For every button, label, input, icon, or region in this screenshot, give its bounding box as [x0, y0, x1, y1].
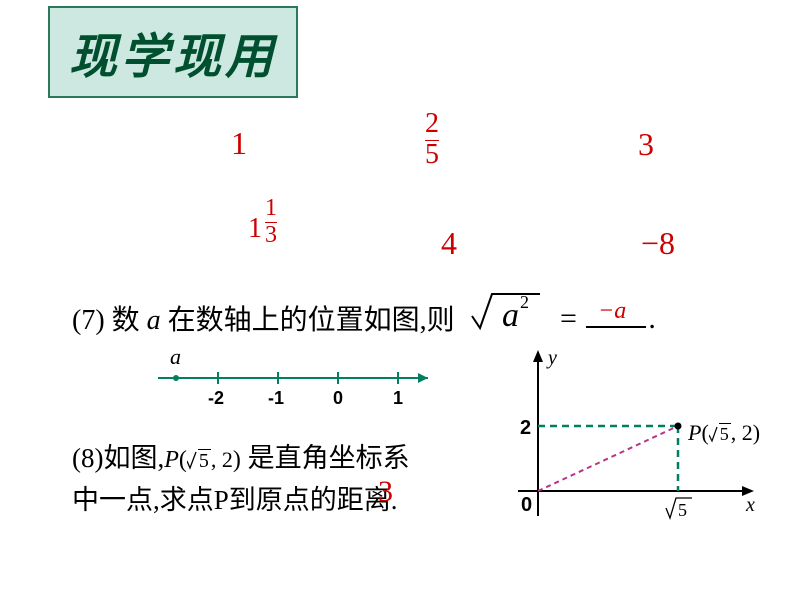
radicand-base: a: [502, 297, 519, 334]
answer-6: −8: [641, 225, 675, 262]
q8-sqrt5: 5: [187, 446, 211, 477]
radical-icon: [187, 450, 197, 470]
answer-4-num: 1: [265, 196, 277, 221]
eq-sign: =: [560, 302, 577, 335]
y-arrow: [533, 350, 543, 362]
q8-line2: 中一点,求点P到原点的距离.: [72, 485, 398, 515]
answer-4-frac: 1 3: [265, 196, 277, 248]
answer-4-den: 3: [265, 223, 277, 248]
p-rad: 5: [719, 423, 731, 444]
p-letter: P: [688, 420, 701, 445]
p-close: ): [753, 420, 760, 445]
q7-prefix: (7) 数: [72, 305, 147, 336]
answer-7: −a: [598, 298, 626, 325]
answer-2: 2 5: [425, 110, 439, 169]
answer-4-whole: 1: [248, 213, 262, 245]
numline-a-label: a: [170, 346, 181, 369]
blank-underline: [586, 326, 646, 328]
q7-var: a: [147, 305, 161, 336]
coord-svg: y x 0 2 5: [498, 346, 778, 566]
tick-label: 1: [393, 388, 403, 408]
question-8: (8)如图,P(5, 2) 是直角坐标系 中一点,求点P到原点的距离.: [72, 438, 410, 522]
answer-2-den: 5: [425, 141, 439, 169]
tick-label: -2: [208, 388, 224, 408]
question-7: (7) 数 a 在数轴上的位置如图,则: [72, 298, 455, 338]
answer-8: 3: [378, 475, 393, 509]
xtick-5: 5: [678, 500, 687, 520]
p-open: (: [701, 420, 708, 445]
number-line-svg: a -2 -1 0 1: [148, 346, 448, 416]
answer-3: 3: [638, 126, 654, 163]
title-banner: 现学现用: [48, 6, 298, 98]
numline-arrow: [418, 373, 428, 383]
q7-mid: 在数轴上的位置如图,则: [161, 305, 455, 336]
q8-sep: , 2: [211, 447, 233, 472]
q8-open: (: [179, 447, 187, 473]
x-label: x: [745, 494, 755, 516]
sqrt-a-squared: a 2: [470, 286, 560, 341]
radical-icon: [709, 425, 718, 443]
q8-prefix: (8)如图,: [72, 443, 164, 473]
answer-2-num: 2: [425, 110, 439, 138]
sqrt-svg: a 2: [470, 286, 560, 336]
q7-period: .: [648, 302, 656, 335]
op-line: [538, 426, 678, 491]
ytick-2: 2: [520, 417, 531, 439]
q8-p: P: [164, 447, 179, 473]
p-sqrt5: 5: [709, 424, 731, 445]
q8-mid1: 是直角坐标系: [241, 443, 410, 473]
title-text: 现学现用: [69, 17, 277, 87]
answer-1: 1: [231, 125, 247, 162]
point-p: [675, 423, 682, 430]
coordinate-plot: y x 0 2 5: [498, 346, 778, 571]
radicand-exp: 2: [520, 292, 529, 312]
number-line: a -2 -1 0 1: [148, 346, 448, 421]
y-label: y: [546, 347, 557, 369]
tick-label: 0: [333, 388, 343, 408]
answer-5: 4: [441, 225, 457, 262]
point-p-label: P(5, 2): [688, 420, 760, 446]
tick-label: -1: [268, 388, 284, 408]
p-y: , 2: [731, 420, 753, 445]
origin-label: 0: [521, 494, 532, 516]
q8-rad: 5: [198, 449, 211, 472]
q8-close: ): [233, 447, 241, 473]
